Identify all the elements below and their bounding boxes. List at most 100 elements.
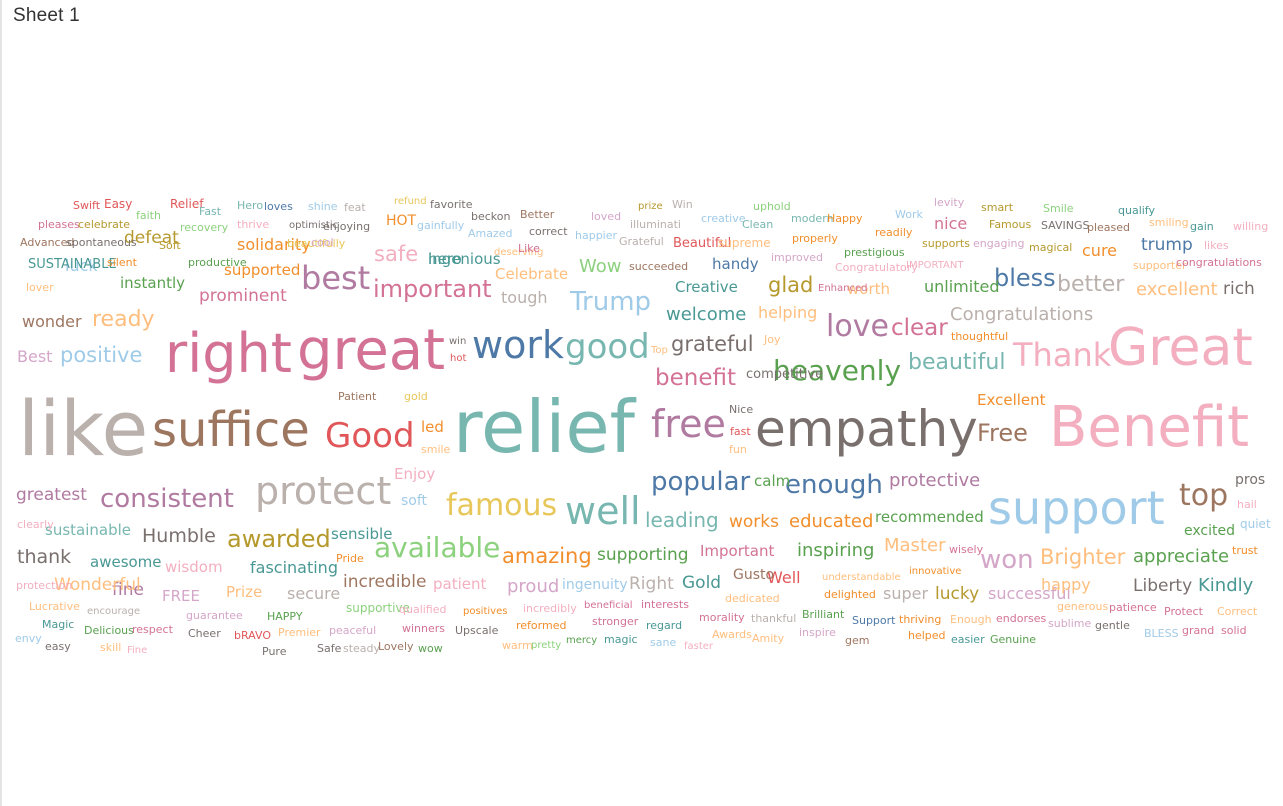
word-187[interactable]: Top <box>650 345 668 356</box>
word-61[interactable]: welcome <box>666 304 746 325</box>
word-245[interactable]: gentle <box>1095 619 1130 632</box>
word-180[interactable]: congratulations <box>1176 256 1262 269</box>
word-27[interactable]: best <box>301 259 370 297</box>
word-178[interactable]: IMPORTANT <box>906 260 964 271</box>
word-258[interactable]: warm <box>502 639 533 652</box>
word-209[interactable]: HAPPY <box>267 610 303 623</box>
word-157[interactable]: spontaneous <box>66 236 137 249</box>
word-142[interactable]: recovery <box>180 221 229 234</box>
word-63[interactable]: protective <box>889 470 980 491</box>
word-143[interactable]: thrive <box>237 218 269 231</box>
word-256[interactable]: Lovely <box>378 640 414 653</box>
word-194[interactable]: pros <box>1235 472 1265 488</box>
word-92[interactable]: lucky <box>935 584 979 604</box>
word-208[interactable]: guarantee <box>186 609 243 622</box>
word-114[interactable]: faith <box>136 209 161 222</box>
word-75[interactable]: sustainable <box>45 521 131 539</box>
word-162[interactable]: deserving <box>494 247 543 258</box>
word-94[interactable]: happy <box>1041 575 1091 594</box>
word-149[interactable]: happier <box>575 229 618 242</box>
word-215[interactable]: interests <box>641 598 689 611</box>
word-199[interactable]: Pride <box>336 552 364 565</box>
word-175[interactable]: improved <box>771 251 823 264</box>
word-20[interactable]: protect <box>255 469 391 513</box>
word-112[interactable]: Easy <box>104 197 132 211</box>
word-201[interactable]: protection <box>16 579 72 592</box>
word-45[interactable]: glad <box>768 273 813 297</box>
word-219[interactable]: Support <box>852 614 896 627</box>
word-244[interactable]: sublime <box>1048 617 1092 630</box>
word-238[interactable]: regard <box>646 619 682 632</box>
word-67[interactable]: Right <box>629 574 674 594</box>
word-235[interactable]: Upscale <box>455 624 499 637</box>
word-145[interactable]: enjoying <box>323 220 370 233</box>
word-118[interactable]: shine <box>308 200 338 213</box>
word-183[interactable]: thoughtful <box>951 330 1008 343</box>
word-255[interactable]: steady <box>343 642 381 655</box>
word-65[interactable]: Liberty <box>1133 576 1192 596</box>
word-151[interactable]: Grateful <box>619 235 664 248</box>
word-225[interactable]: Protect <box>1164 605 1204 618</box>
word-1[interactable]: suffice <box>152 402 310 458</box>
word-260[interactable]: mercy <box>566 635 597 646</box>
word-152[interactable]: readily <box>875 226 913 239</box>
word-210[interactable]: supportive <box>346 601 410 615</box>
word-179[interactable]: supporter <box>1133 259 1187 272</box>
word-56[interactable]: appreciate <box>1133 546 1229 567</box>
word-29[interactable]: Trump <box>569 287 651 317</box>
word-141[interactable]: celebrate <box>78 218 130 231</box>
word-261[interactable]: magic <box>604 633 638 646</box>
word-81[interactable]: luck <box>65 256 98 275</box>
word-120[interactable]: refund <box>394 196 427 207</box>
word-240[interactable]: inspire <box>799 626 836 639</box>
word-170[interactable]: likes <box>1204 239 1229 252</box>
word-168[interactable]: engaging <box>973 237 1024 250</box>
word-35[interactable]: amazing <box>502 544 592 568</box>
word-7[interactable]: empathy <box>755 400 978 458</box>
word-227[interactable]: Magic <box>42 618 74 631</box>
word-28[interactable]: important <box>373 275 492 303</box>
word-197[interactable]: trust <box>1232 544 1259 557</box>
word-79[interactable]: Creative <box>675 278 738 296</box>
word-4[interactable]: smile <box>421 443 451 456</box>
word-68[interactable]: proud <box>507 576 559 597</box>
word-116[interactable]: Hero <box>237 199 263 212</box>
word-135[interactable]: Smile <box>1043 202 1074 215</box>
word-38[interactable]: Brighter <box>1040 545 1126 569</box>
word-70[interactable]: fascinating <box>250 558 338 577</box>
word-212[interactable]: positives <box>463 606 507 617</box>
word-74[interactable]: excited <box>1184 523 1235 539</box>
word-62[interactable]: helping <box>758 303 817 322</box>
word-89[interactable]: cure <box>1082 241 1117 260</box>
word-232[interactable]: Premier <box>278 626 321 639</box>
word-10[interactable]: right <box>165 322 292 385</box>
word-46[interactable]: Congratulations <box>950 304 1093 325</box>
word-147[interactable]: Amazed <box>468 227 513 240</box>
word-90[interactable]: nice <box>934 214 967 233</box>
word-188[interactable]: competitive <box>746 367 823 382</box>
word-198[interactable]: clearly <box>17 518 54 531</box>
word-2[interactable]: Good <box>325 416 415 456</box>
word-163[interactable]: Like <box>518 242 540 255</box>
word-185[interactable]: win <box>449 336 466 347</box>
word-64[interactable]: Kindly <box>1198 575 1254 596</box>
word-58[interactable]: supporting <box>597 545 689 565</box>
word-204[interactable]: dedicated <box>725 592 780 605</box>
word-139[interactable]: willing <box>1233 220 1268 233</box>
word-41[interactable]: ready <box>92 307 155 332</box>
word-192[interactable]: fast <box>730 425 751 438</box>
word-184[interactable]: Joy <box>763 333 781 346</box>
word-133[interactable]: levity <box>934 196 965 209</box>
word-237[interactable]: stronger <box>592 615 639 628</box>
word-26[interactable]: consistent <box>100 484 234 514</box>
word-134[interactable]: smart <box>981 201 1014 214</box>
word-137[interactable]: smiling <box>1149 216 1189 229</box>
word-217[interactable]: thankful <box>751 612 796 625</box>
word-158[interactable]: Soft <box>159 239 181 252</box>
word-213[interactable]: incredibly <box>523 602 577 615</box>
word-259[interactable]: pretty <box>531 640 561 651</box>
word-101[interactable]: wisdom <box>165 558 223 576</box>
word-83[interactable]: solidarity <box>237 235 311 254</box>
word-140[interactable]: pleases <box>38 218 80 231</box>
word-203[interactable]: innovative <box>909 566 961 577</box>
